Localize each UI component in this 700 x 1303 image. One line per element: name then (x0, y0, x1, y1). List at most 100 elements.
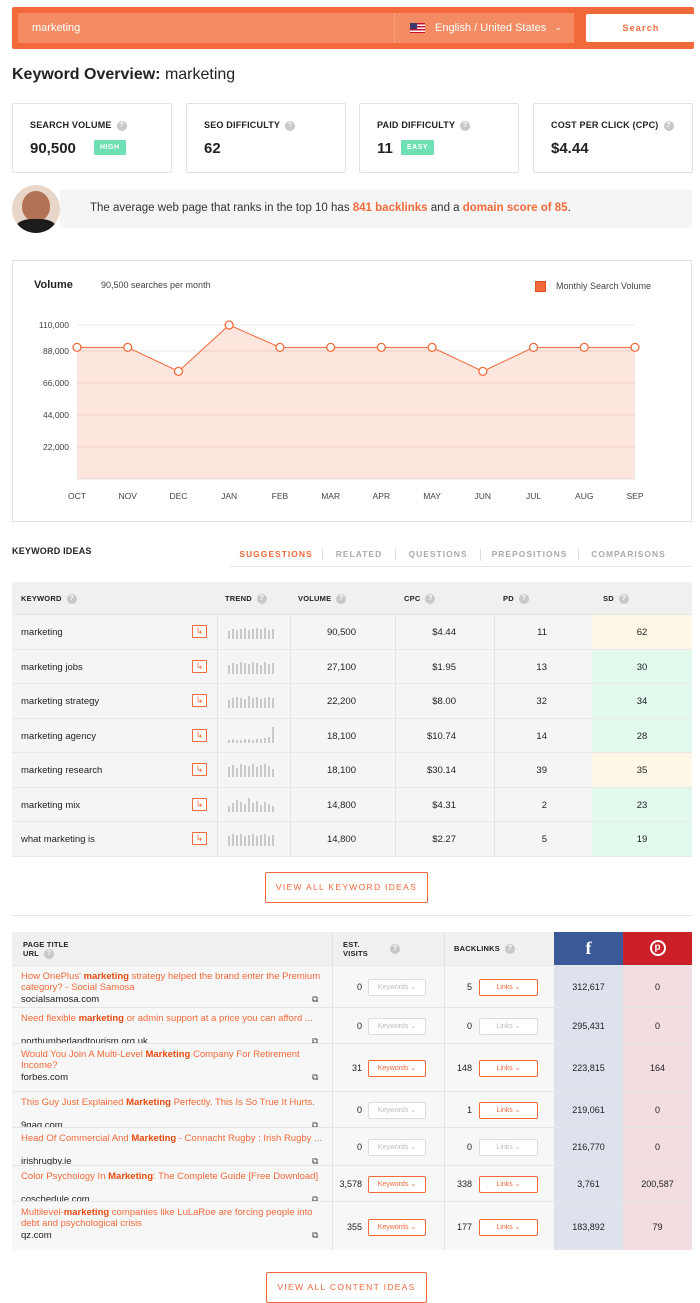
trend-bar (256, 662, 258, 674)
keyword-cell[interactable]: what marketing is (21, 834, 95, 845)
volume-point[interactable] (376, 342, 387, 353)
external-link-icon[interactable]: ⧉ (312, 1156, 319, 1166)
view-all-keyword-ideas-button[interactable]: VIEW ALL KEYWORD IDEAS (265, 872, 428, 903)
open-keyword-icon[interactable]: ↳ (192, 625, 207, 638)
external-link-icon[interactable]: ⧉ (312, 1230, 319, 1240)
keywords-button[interactable]: Keywords ⌄ (368, 1176, 426, 1193)
pd-cell: 11 (537, 627, 547, 638)
help-icon[interactable]: ? (460, 121, 471, 131)
help-icon[interactable]: ? (336, 594, 347, 604)
tab-comparisons[interactable]: COMPARISONS (591, 549, 666, 559)
page-title-link[interactable]: How OnePlus' marketing strategy helped t… (21, 971, 321, 993)
tab-prepositions[interactable]: PREPOSITIONS (491, 549, 568, 559)
keywords-button[interactable]: Keywords ⌄ (368, 1219, 426, 1236)
tab-related[interactable]: RELATED (335, 549, 383, 559)
links-button[interactable]: Links ⌄ (479, 1139, 538, 1156)
links-button[interactable]: Links ⌄ (479, 1219, 538, 1236)
keywords-button[interactable]: Keywords ⌄ (368, 1060, 426, 1077)
volume-level-badge: HIGH (94, 140, 126, 155)
page-title-link[interactable]: This Guy Just Explained Marketing Perfec… (21, 1097, 315, 1108)
page-title-link[interactable]: Would You Join A Multi-Level Marketing C… (21, 1049, 300, 1071)
keyword-cell[interactable]: marketing (21, 627, 63, 638)
open-keyword-icon[interactable]: ↳ (192, 694, 207, 707)
external-link-icon[interactable]: ⧉ (312, 1120, 319, 1130)
help-icon[interactable]: ? (425, 594, 436, 604)
help-icon[interactable]: ? (256, 594, 267, 604)
keyword-cell[interactable]: marketing mix (21, 799, 81, 811)
col-pd: PD? (503, 594, 529, 604)
open-keyword-icon[interactable]: ↳ (192, 728, 207, 742)
pinterest-shares-cell: 79 (652, 1222, 663, 1232)
external-link-icon[interactable]: ⧉ (312, 1194, 319, 1204)
keywords-button[interactable]: Keywords ⌄ (368, 1102, 426, 1119)
page-title-link[interactable]: Color Psychology In Marketing: The Compl… (21, 1171, 319, 1182)
volume-point[interactable] (275, 342, 285, 353)
links-button[interactable]: Links ⌄ (479, 1018, 538, 1035)
links-button[interactable]: Links ⌄ (479, 979, 538, 996)
keywords-button[interactable]: Keywords ⌄ (368, 979, 426, 996)
help-icon[interactable]: ? (285, 121, 296, 131)
links-button[interactable]: Links ⌄ (479, 1060, 538, 1077)
help-icon[interactable]: ? (518, 594, 529, 604)
keyword-cell[interactable]: marketing strategy (21, 696, 100, 707)
page-title-link[interactable]: Multilevel-marketing companies like LuLa… (21, 1207, 313, 1229)
volume-point[interactable] (123, 342, 133, 353)
volume-point[interactable] (427, 342, 437, 353)
help-icon[interactable]: ? (504, 944, 515, 954)
est-visits-cell: 0 (356, 982, 362, 992)
volume-point[interactable] (528, 342, 539, 353)
x-tick-label: MAY (423, 491, 441, 501)
open-keyword-icon[interactable]: ↳ (192, 832, 207, 845)
trend-bar (228, 739, 230, 743)
page-url: forbes.com (21, 1072, 68, 1083)
page-url: qz.com (21, 1230, 52, 1241)
help-icon[interactable]: ? (618, 594, 629, 604)
volume-point[interactable] (224, 320, 234, 330)
seo-difficulty-card: SEO DIFFICULTY? 62 (186, 103, 346, 173)
volume-cell: 27,100 (326, 661, 356, 673)
page-title-link[interactable]: Need flexible marketing or admin support… (21, 1013, 313, 1024)
trend-bar (268, 803, 270, 812)
page-title-link[interactable]: Head Of Commercial And Marketing - Conna… (21, 1133, 322, 1144)
search-button[interactable]: Search (586, 14, 696, 42)
open-keyword-icon[interactable]: ↳ (192, 763, 207, 776)
external-link-icon[interactable]: ⧉ (312, 994, 319, 1004)
trend-sparkline (228, 797, 278, 812)
keyword-cell[interactable]: marketing agency (21, 730, 96, 742)
volume-point[interactable] (478, 366, 488, 377)
trend-bar (236, 697, 238, 708)
external-link-icon[interactable]: ⧉ (312, 1036, 319, 1046)
volume-point[interactable] (325, 342, 336, 353)
keywords-button[interactable]: Keywords ⌄ (368, 1018, 426, 1035)
open-keyword-icon[interactable]: ↳ (192, 659, 207, 673)
tab-questions[interactable]: QUESTIONS (408, 549, 468, 559)
external-link-icon[interactable]: ⧉ (312, 1072, 319, 1082)
links-button[interactable]: Links ⌄ (479, 1102, 538, 1119)
backlinks-cell: 5 (466, 982, 472, 992)
cpc-cell: $1.95 (432, 661, 456, 673)
volume-point[interactable] (72, 342, 82, 353)
trend-bar (240, 739, 242, 743)
tab-suggestions[interactable]: SUGGESTIONS (239, 549, 313, 559)
links-button[interactable]: Links ⌄ (479, 1176, 538, 1193)
trend-bar (264, 661, 266, 674)
keyword-cell[interactable]: marketing jobs (21, 661, 83, 673)
help-icon[interactable]: ? (44, 949, 55, 959)
trend-bar (252, 739, 254, 743)
help-icon[interactable]: ? (66, 594, 77, 604)
trend-bar (256, 628, 258, 639)
help-icon[interactable]: ? (663, 121, 674, 131)
help-icon[interactable]: ? (116, 121, 127, 131)
keywords-button[interactable]: Keywords ⌄ (368, 1139, 426, 1156)
volume-point[interactable] (630, 342, 640, 353)
trend-bar (240, 834, 242, 846)
volume-point[interactable] (579, 342, 589, 353)
keyword-cell[interactable]: marketing research (21, 765, 103, 776)
volume-point[interactable] (173, 366, 184, 377)
view-all-content-ideas-button[interactable]: VIEW ALL CONTENT IDEAS (266, 1272, 427, 1303)
language-select[interactable]: English / United States ⌄ (394, 13, 574, 43)
help-icon[interactable]: ? (390, 944, 400, 954)
keyword-search-input[interactable]: marketing (18, 13, 394, 43)
open-keyword-icon[interactable]: ↳ (192, 797, 207, 811)
trend-bar (272, 629, 274, 639)
